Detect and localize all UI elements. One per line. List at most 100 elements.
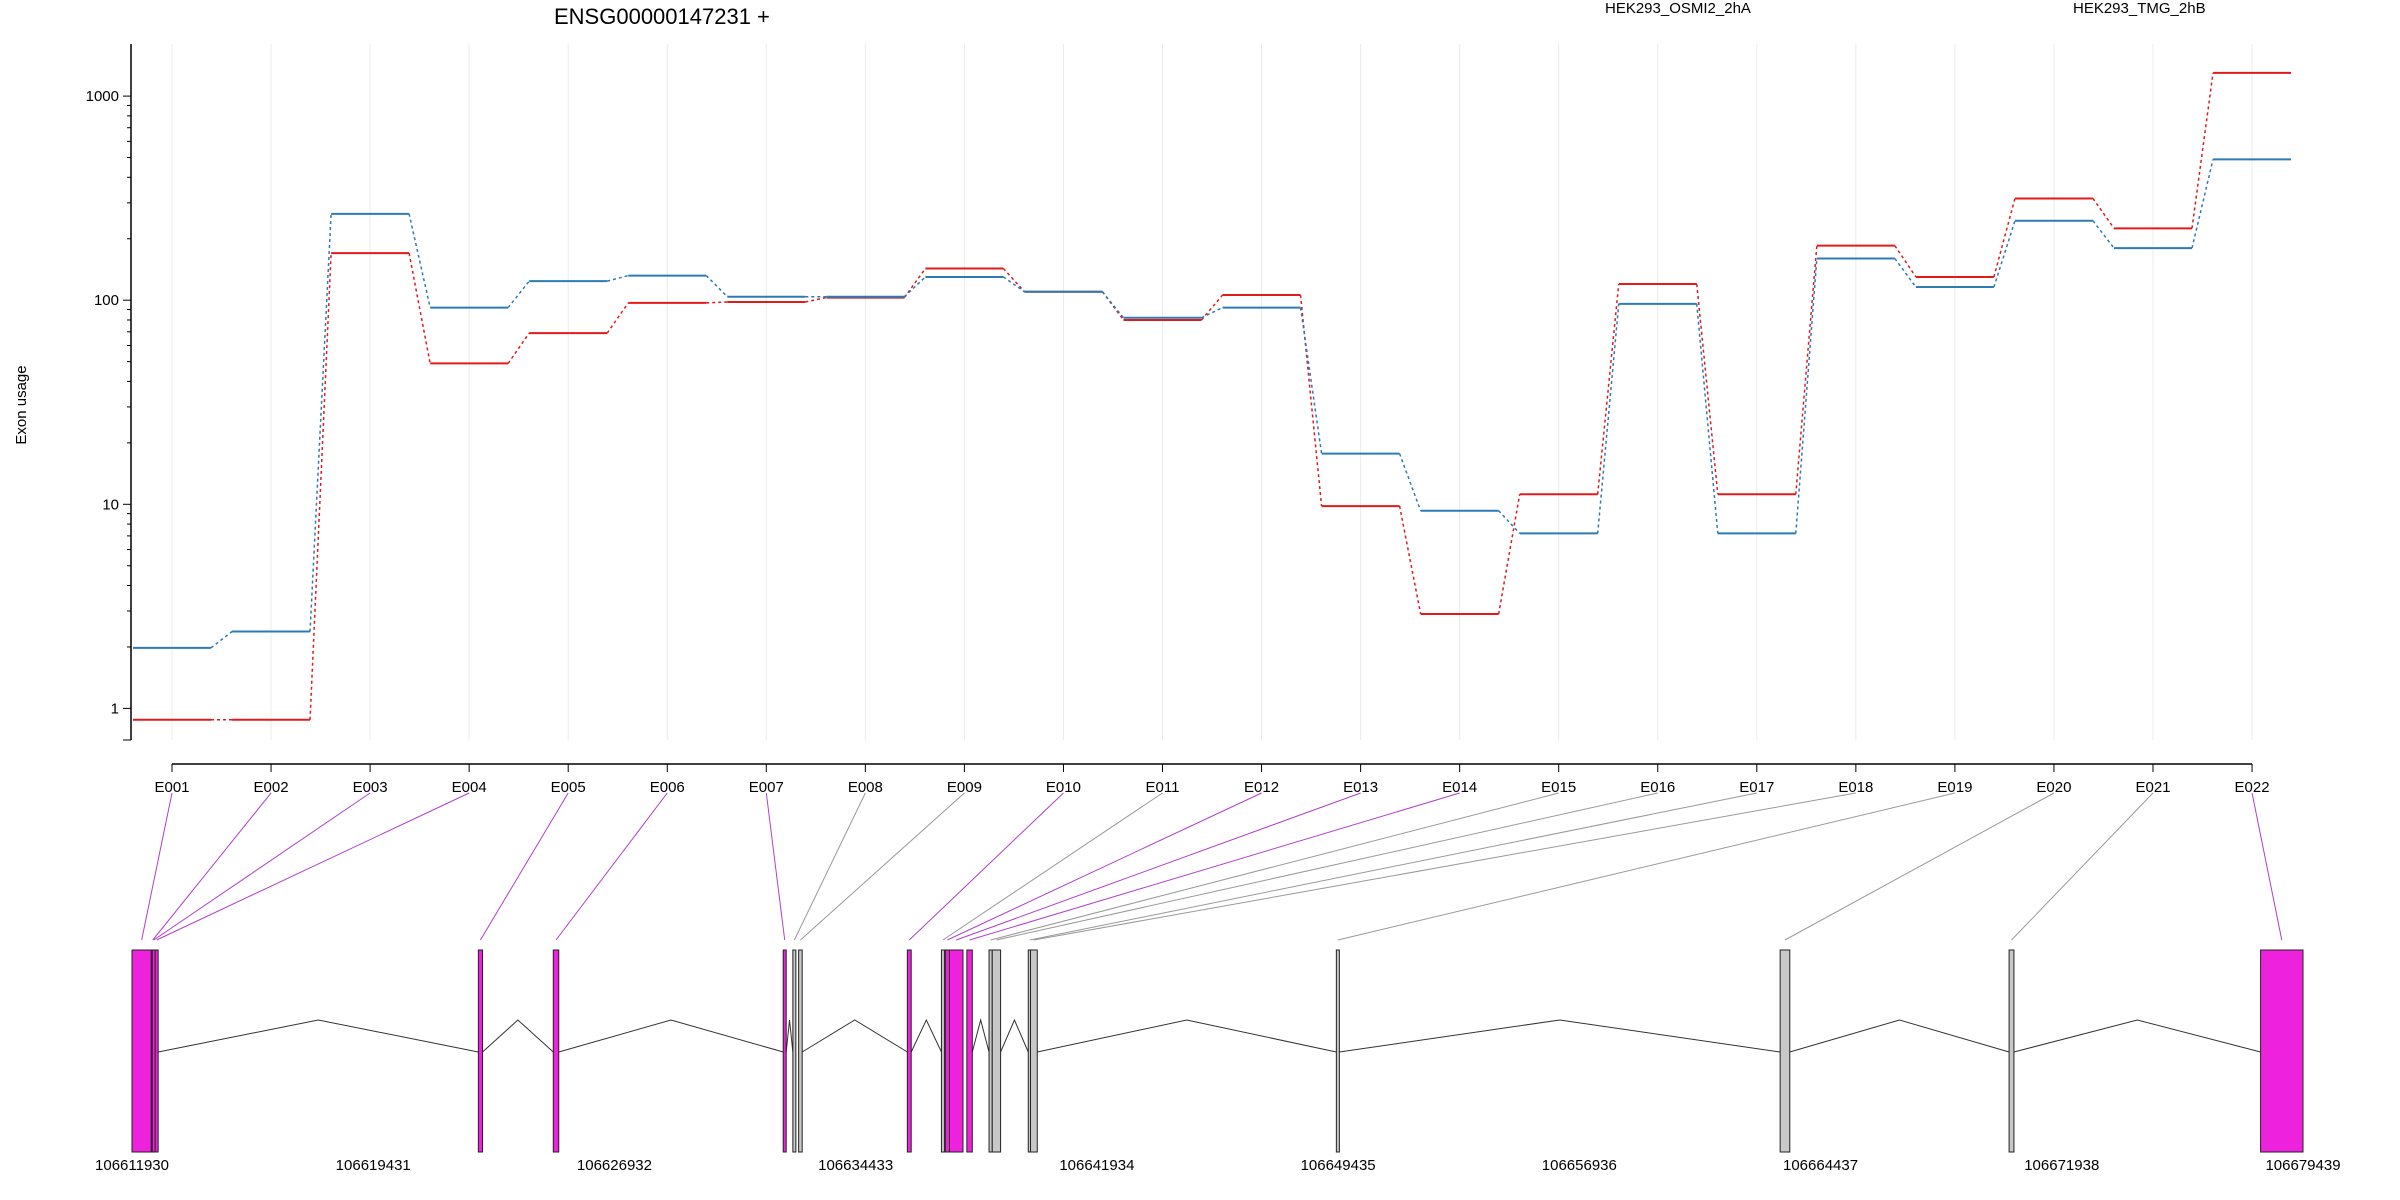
exon-e019 [1335,949,1340,1153]
x-tick-label-e022: E022 [2235,779,2270,796]
y-tick-label: 10 [102,496,119,513]
x-tick-label-e001: E001 [154,779,189,796]
x-tick-label-e016: E016 [1640,779,1675,796]
x-tick-label-e002: E002 [254,779,289,796]
intron [482,1019,554,1053]
x-tick-label-e015: E015 [1541,779,1576,796]
exon-e007 [782,949,787,1153]
series-1-connector [309,213,332,632]
series-0-connector [606,302,629,334]
series-1-connector [705,275,728,298]
exon-connectors [141,792,2283,941]
x-tick-label-e009: E009 [947,779,982,796]
series-1-connector [507,280,530,309]
genomic-tick-label: 106671938 [2024,1157,2099,1174]
series-1-connector [1795,258,1818,534]
series-1-connector [607,274,629,282]
y-axis-label: Exon usage [13,365,30,444]
series-0-connector [2191,72,2214,229]
connector-e020 [1784,792,2055,941]
y-tick-label: 100 [94,292,119,309]
exon-e004 [154,949,159,1153]
connector-e013 [956,792,1361,941]
connector-e010 [908,792,1064,941]
connector-e012 [947,792,1262,941]
vertical-grid [171,44,2253,740]
series-1-connector [1498,510,1521,534]
legend-label-tmg: HEK293_TMG_2hB [2073,0,2206,17]
series-0-connector [309,253,332,720]
series-0-connector [1398,505,1422,615]
genomic-tick-label: 106611930 [95,1157,169,1174]
genomic-tick-label: 106679439 [2265,1157,2340,1174]
x-tick-label-e017: E017 [1739,779,1774,796]
exon-e001 [131,949,152,1153]
intron [910,1018,942,1053]
intron [1339,1019,1781,1053]
exon-e014 [966,949,973,1153]
y-axis: 1 10 100 1000 [86,44,132,741]
x-tick-label-e013: E013 [1343,779,1378,796]
series-0-connector [805,296,827,303]
intron [2013,1019,2261,1053]
exon-e018 [1030,949,1038,1153]
connector-e009 [800,792,965,941]
connector-e006 [555,792,668,941]
genomic-tick-label: 106649435 [1301,1157,1376,1174]
x-tick-label-e021: E021 [2135,779,2170,796]
x-tick-label-e003: E003 [353,779,388,796]
exon-e010 [906,949,912,1153]
x-tick-label-e006: E006 [650,779,685,796]
connector-e016 [996,792,1658,941]
series-lines [133,71,2292,721]
exon-e013 [948,949,964,1153]
exon-e011 [940,949,945,1153]
exon-e021 [2008,949,2015,1153]
intron [971,1018,990,1053]
x-tick-label-e005: E005 [551,779,586,796]
series-1-connector [1696,303,1719,534]
connector-e017 [1029,792,1757,941]
connector-e015 [990,792,1559,941]
series-1-connector [1101,291,1125,319]
exon-e020 [1779,949,1791,1153]
series-0-connector [1795,245,1818,495]
connector-e021 [2011,792,2154,941]
series-1-connector [1201,306,1223,319]
connector-e008 [793,792,866,941]
series-1-connector [210,630,233,649]
series-0-connector [1200,294,1224,321]
y-tick-label: 1000 [86,88,119,105]
exon-e006 [552,949,560,1153]
series-0-connector [1696,283,1719,495]
genomic-tick-label: 106664437 [1783,1157,1858,1174]
x-tick-label-e004: E004 [452,779,487,796]
series-1-connector [1398,453,1422,511]
genomic-axis: 106611930 106619431 106626932 106634433 1066… [95,1157,2341,1174]
series-0-connector [1993,198,2016,278]
series-0-connector [1596,283,1620,495]
series-1-connector [1299,307,1323,454]
x-tick-label-e014: E014 [1442,779,1477,796]
series-0-connector [1894,245,1917,278]
series-1-connector [1596,303,1620,534]
connector-e018 [1033,792,1856,941]
connector-e019 [1337,792,1956,941]
series-0-connector [1002,267,1026,293]
series-1-connector [408,213,431,308]
series-0-connector [903,268,927,299]
series-0-connector [1497,494,1521,615]
x-tick-label-e008: E008 [848,779,883,796]
intron [1000,1018,1029,1053]
x-tick-label-e010: E010 [1046,779,1081,796]
x-axis: E001 E002 E003 E004 E005 E006 E007 E008 E009 E010… [154,763,2270,796]
chart-title: ENSG00000147231 + [554,4,770,29]
series-0-connector [507,332,530,364]
intron [801,1019,908,1053]
series-0-connector [706,301,728,304]
genomic-tick-label: 106626932 [577,1157,652,1174]
connector-e007 [765,792,786,941]
series-1 [133,158,2292,649]
legend-label-osmi2: HEK293_OSMI2_2hA [1605,0,1751,17]
x-tick-label-e012: E012 [1244,779,1279,796]
